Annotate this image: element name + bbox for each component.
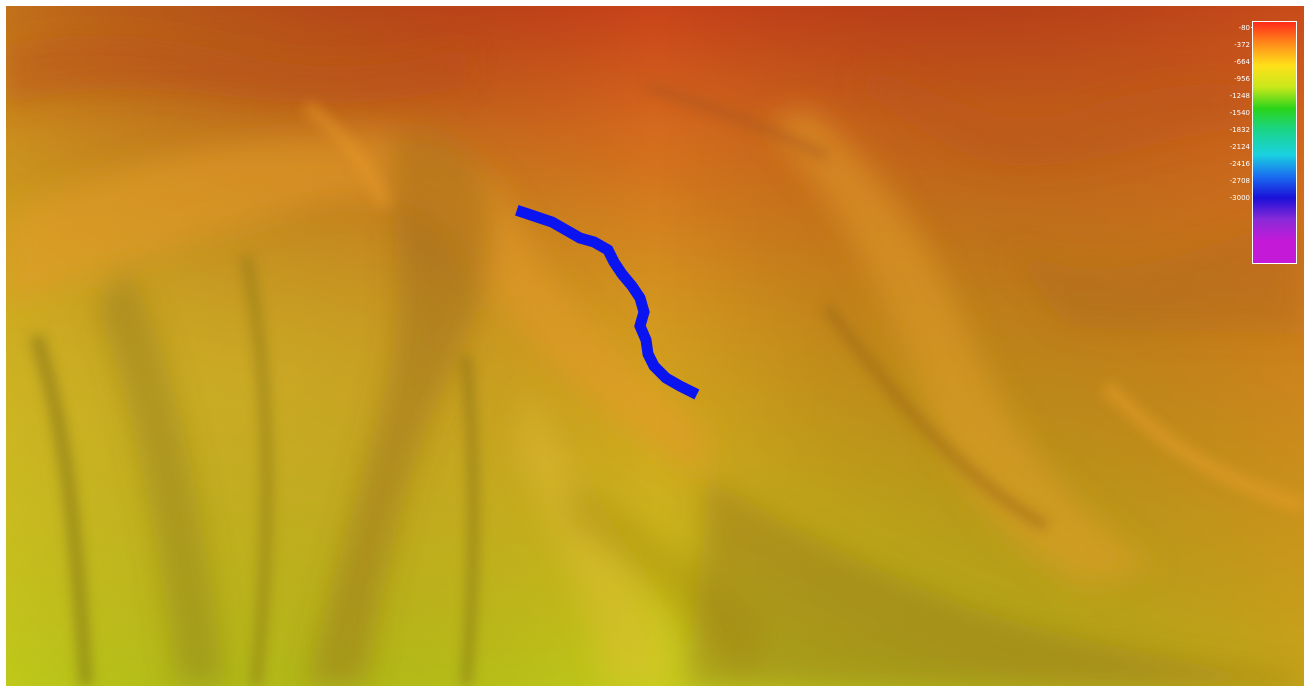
- legend-label: -372: [1234, 41, 1250, 49]
- legend-label: -2416: [1229, 160, 1250, 168]
- legend-label: -3000: [1229, 194, 1250, 202]
- legend-label: -956: [1234, 75, 1250, 83]
- legend-label: -664: [1234, 58, 1250, 66]
- terrain-ridges: [6, 35, 1304, 686]
- legend-label: -2124: [1229, 143, 1250, 151]
- elevation-legend: -80 -372 -664 -956 -1248 -1540 -1832 -2124 -2416…: [1212, 16, 1302, 268]
- legend-labels: -80 -372 -664 -956 -1248 -1540 -1832 -2124 -2416…: [1212, 16, 1255, 268]
- legend-label: -1248: [1229, 92, 1250, 100]
- terrain-fine-detail: [29, 81, 1304, 686]
- legend-label: -1832: [1229, 126, 1250, 134]
- legend-label: -80: [1239, 24, 1255, 32]
- terrain-surface[interactable]: [6, 6, 1304, 686]
- legend-label: -2708: [1229, 177, 1250, 185]
- legend-label: -1540: [1229, 109, 1250, 117]
- terrain-3d-viewport[interactable]: [6, 6, 1304, 686]
- legend-color-bar: [1252, 21, 1297, 264]
- track-line[interactable]: [515, 205, 700, 400]
